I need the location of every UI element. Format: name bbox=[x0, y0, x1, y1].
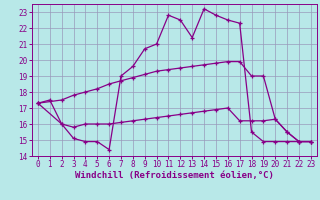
X-axis label: Windchill (Refroidissement éolien,°C): Windchill (Refroidissement éolien,°C) bbox=[75, 171, 274, 180]
